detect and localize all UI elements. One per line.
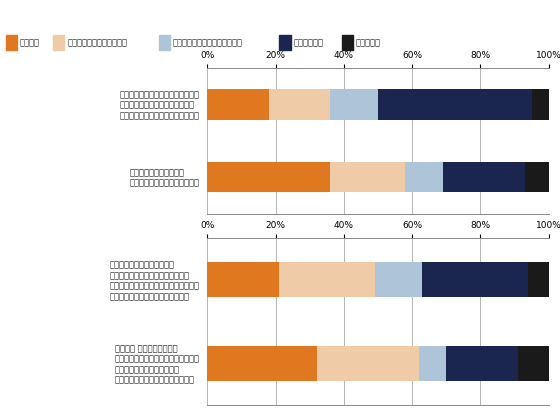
Text: そう思う: そう思う: [20, 39, 40, 47]
Bar: [528, 263, 549, 298]
Bar: [518, 346, 549, 381]
Bar: [207, 263, 279, 298]
Bar: [207, 90, 269, 120]
Bar: [207, 346, 316, 381]
Bar: [316, 346, 419, 381]
Bar: [446, 346, 518, 381]
Bar: [53, 36, 64, 51]
Bar: [279, 263, 375, 298]
Bar: [422, 263, 528, 298]
Bar: [330, 90, 378, 120]
Bar: [405, 162, 443, 193]
Text: できるだけ多くの製品に
拡大再生産者責任を適用すべき: できるだけ多くの製品に 拡大再生産者責任を適用すべき: [129, 168, 199, 187]
Bar: [419, 346, 446, 381]
Bar: [159, 36, 170, 51]
Bar: [207, 162, 330, 193]
Text: そう思わない: そう思わない: [293, 39, 324, 47]
Text: 分からない: 分からない: [356, 39, 381, 47]
Text: 従来の廃棄物・リサイクルシステム
ではうまく扱えない製品について
のみ、拡大生産者責任を適用すべき: 従来の廃棄物・リサイクルシステム ではうまく扱えない製品について のみ、拡大生産…: [120, 90, 199, 120]
Bar: [269, 90, 330, 120]
Text: 生産者は廃棄物となる製品を
生産して利益を得ている（廃棄物を
生むブレインを作っているから）から、
拡大生産者責任を課すべきである。: 生産者は廃棄物となる製品を 生産して利益を得ている（廃棄物を 生むブレインを作っ…: [110, 260, 199, 300]
Bar: [375, 263, 422, 298]
Bar: [378, 90, 532, 120]
Bar: [342, 36, 353, 51]
Text: どちらかと言えばそう思わない: どちらかと言えばそう思わない: [173, 39, 243, 47]
Text: どちらかと言えばそう思う: どちらかと言えばそう思う: [67, 39, 127, 47]
Text: アンケート：3- 拡大生産者責任を 運用すべき範囲とその論拠: アンケート：3- 拡大生産者責任を 運用すべき範囲とその論拠: [7, 8, 210, 21]
Text: 生産者は 製品システム全体
（廃棄物の処理・リサイクルを含む）
における有能な主体だから、
拡大生産者責任を貸すべきである。: 生産者は 製品システム全体 （廃棄物の処理・リサイクルを含む） における有能な主…: [115, 343, 199, 383]
Bar: [330, 162, 405, 193]
Bar: [532, 90, 549, 120]
Bar: [443, 162, 525, 193]
Bar: [525, 162, 549, 193]
Bar: [6, 36, 17, 51]
Bar: [279, 36, 291, 51]
